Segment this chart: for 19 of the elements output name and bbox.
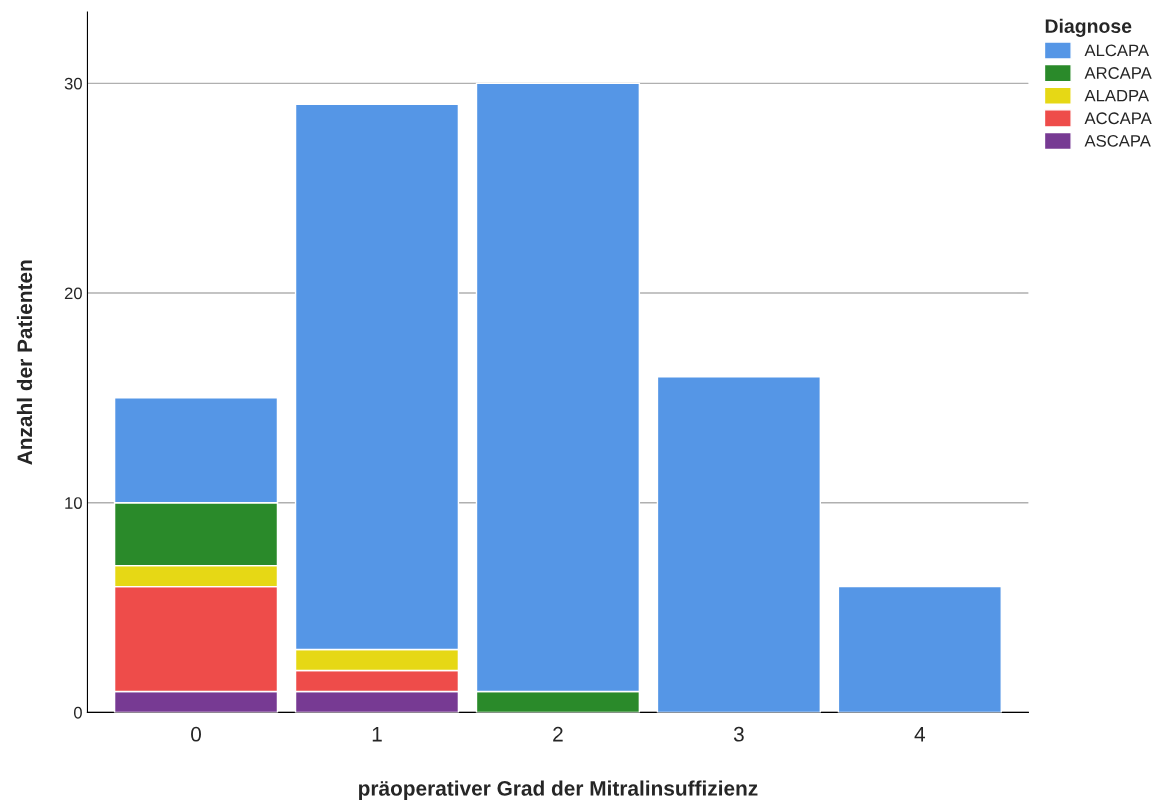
x-tick-label: 0 (191, 726, 201, 742)
legend-label: ASCAPA (1084, 134, 1151, 147)
y-tick-label: 0 (73, 706, 82, 719)
legend-label: ARCAPA (1084, 67, 1152, 79)
legend-label: ALCAPA (1084, 44, 1149, 57)
y-axis-title: Anzahl der Patienten (16, 260, 33, 465)
bar (656, 376, 822, 713)
x-tick-label: 3 (733, 726, 744, 742)
y-tick-label: 30 (64, 77, 82, 90)
y-tick-label: 20 (64, 287, 82, 300)
x-tick-label: 4 (914, 727, 926, 742)
legend-label: ALADPA (1084, 89, 1149, 102)
bar (837, 585, 1002, 713)
legend-title: Diagnose (1045, 18, 1132, 37)
legend-label: ACCAPA (1084, 112, 1152, 125)
x-axis-title: präoperativer Grad der Mitralinsuffizienz (359, 780, 758, 800)
x-tick-label: 2 (553, 726, 563, 742)
y-tick-label: 10 (65, 497, 82, 509)
x-tick-label: 1 (372, 727, 382, 742)
